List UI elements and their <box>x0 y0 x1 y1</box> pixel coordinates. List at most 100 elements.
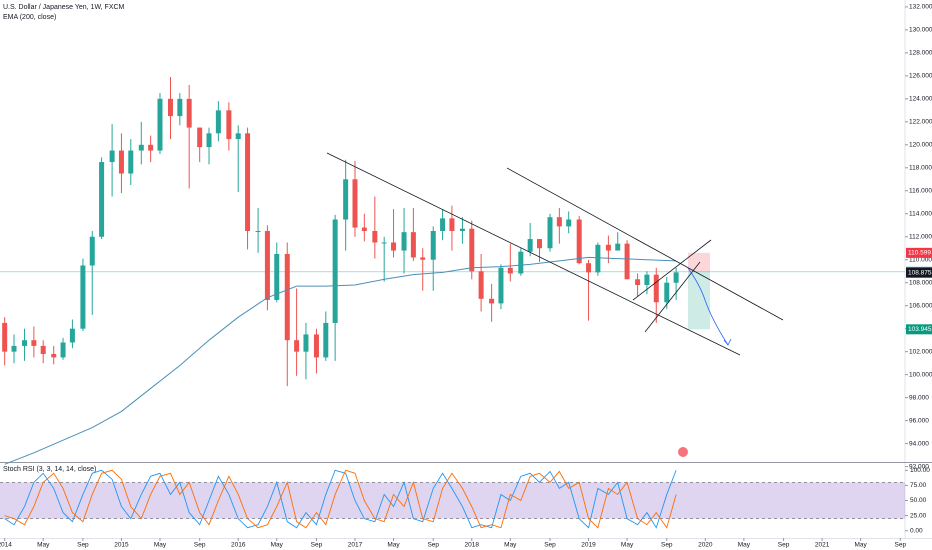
candle-body <box>449 218 455 231</box>
plot <box>0 77 905 465</box>
x-tick-label: Sep <box>544 542 556 549</box>
candle-body <box>255 231 261 232</box>
candle-body <box>226 110 232 140</box>
candle-body <box>420 257 426 260</box>
candle-body <box>440 218 446 231</box>
candle-body <box>197 127 203 148</box>
price-label: 108.875 <box>908 269 932 276</box>
candle-body <box>518 251 524 274</box>
ema-line <box>4 256 677 465</box>
trend-line <box>506 167 784 321</box>
y-tick-label: 128.000 <box>909 50 932 57</box>
stoch-tick-label: 25.00 <box>910 512 927 519</box>
y-tick-label: 112.000 <box>909 233 932 240</box>
candle-body <box>235 133 241 140</box>
candle-body <box>605 244 611 251</box>
stoch-line <box>4 469 677 529</box>
indicator-title: EMA (200, close) <box>3 14 56 21</box>
candle-body <box>459 228 465 231</box>
x-tick-label: 2018 <box>465 542 480 549</box>
y-tick-label: 98.000 <box>909 394 929 401</box>
trend-line <box>632 239 712 301</box>
candle-body <box>410 232 416 258</box>
candle-body <box>430 231 436 260</box>
candle-body <box>40 345 46 354</box>
candle-body <box>128 150 134 174</box>
y-tick-label: 132.000 <box>909 4 932 11</box>
x-tick-label: May <box>387 542 400 549</box>
price-label: 103.945 <box>908 326 932 333</box>
candle-body <box>595 244 601 273</box>
trend-line <box>644 261 701 333</box>
y-tick-label: 126.000 <box>909 73 932 80</box>
x-tick-label: Sep <box>661 542 673 549</box>
candle-body <box>576 219 582 264</box>
x-tick-label: May <box>738 542 751 549</box>
candle-body <box>343 179 349 220</box>
target-zone <box>688 271 710 330</box>
candle-body <box>245 133 251 231</box>
candle-body <box>89 236 95 266</box>
candle-body <box>556 217 562 227</box>
drawings <box>326 152 784 457</box>
x-tick-label: May <box>37 542 50 549</box>
y-tick-label: 100.000 <box>909 371 932 378</box>
x-tick-label: 2015 <box>114 542 129 549</box>
candle-body <box>507 267 513 274</box>
stop-zone <box>688 252 710 272</box>
candle-body <box>284 253 290 341</box>
candle-body <box>274 253 280 300</box>
candle-body <box>264 231 270 300</box>
candle-body <box>372 231 378 243</box>
y-tick-label: 120.000 <box>909 142 932 149</box>
candle-body <box>352 179 358 228</box>
candle-body <box>586 263 592 273</box>
x-tick-label: Sep <box>77 542 89 549</box>
candle-body <box>332 219 338 323</box>
x-tick-label: 2017 <box>348 542 363 549</box>
candle-body <box>215 110 221 134</box>
y-tick-label: 130.000 <box>909 27 932 34</box>
trend-line <box>326 152 741 356</box>
stoch-tick-label: 100.00 <box>910 467 930 474</box>
x-tick-label: May <box>621 542 634 549</box>
candle-body <box>653 274 659 303</box>
stoch-line <box>4 469 677 529</box>
candle-body <box>11 345 17 352</box>
x-tick-label: May <box>154 542 167 549</box>
candle-body <box>177 98 183 117</box>
candle-body <box>391 242 397 251</box>
event-icon[interactable] <box>678 447 688 457</box>
x-tick-label: 2016 <box>231 542 246 549</box>
candle-body <box>60 342 66 358</box>
candle-body <box>206 133 212 148</box>
y-tick-label: 102.000 <box>909 348 932 355</box>
candle-body <box>469 228 475 272</box>
candle-body <box>615 243 621 251</box>
y-tick-label: 94.000 <box>909 440 929 447</box>
x-tick-label: 2020 <box>698 542 713 549</box>
candle-body <box>489 298 495 304</box>
candle-body <box>673 272 679 283</box>
candle-body <box>99 162 105 237</box>
stoch-tick-label: 75.00 <box>910 482 927 489</box>
x-tick-label: Sep <box>778 542 790 549</box>
candle-body <box>186 98 192 128</box>
x-tick-label: Sep <box>194 542 206 549</box>
candle-body <box>80 265 86 329</box>
x-tick-label: Sep <box>311 542 323 549</box>
candle-body <box>644 274 650 286</box>
y-tick-label: 124.000 <box>909 96 932 103</box>
candle-body <box>51 353 57 358</box>
candle-body <box>303 334 309 352</box>
candle-body <box>635 279 641 286</box>
price-label: 110.599 <box>908 250 931 257</box>
y-tick-label: 106.000 <box>909 302 932 309</box>
candle-body <box>313 334 319 358</box>
candle-body <box>381 242 387 244</box>
candle-body <box>323 322 329 358</box>
stoch-title: Stoch RSI (3, 3, 14, 14, close) <box>3 466 96 473</box>
x-tick-label: 2019 <box>581 542 596 549</box>
